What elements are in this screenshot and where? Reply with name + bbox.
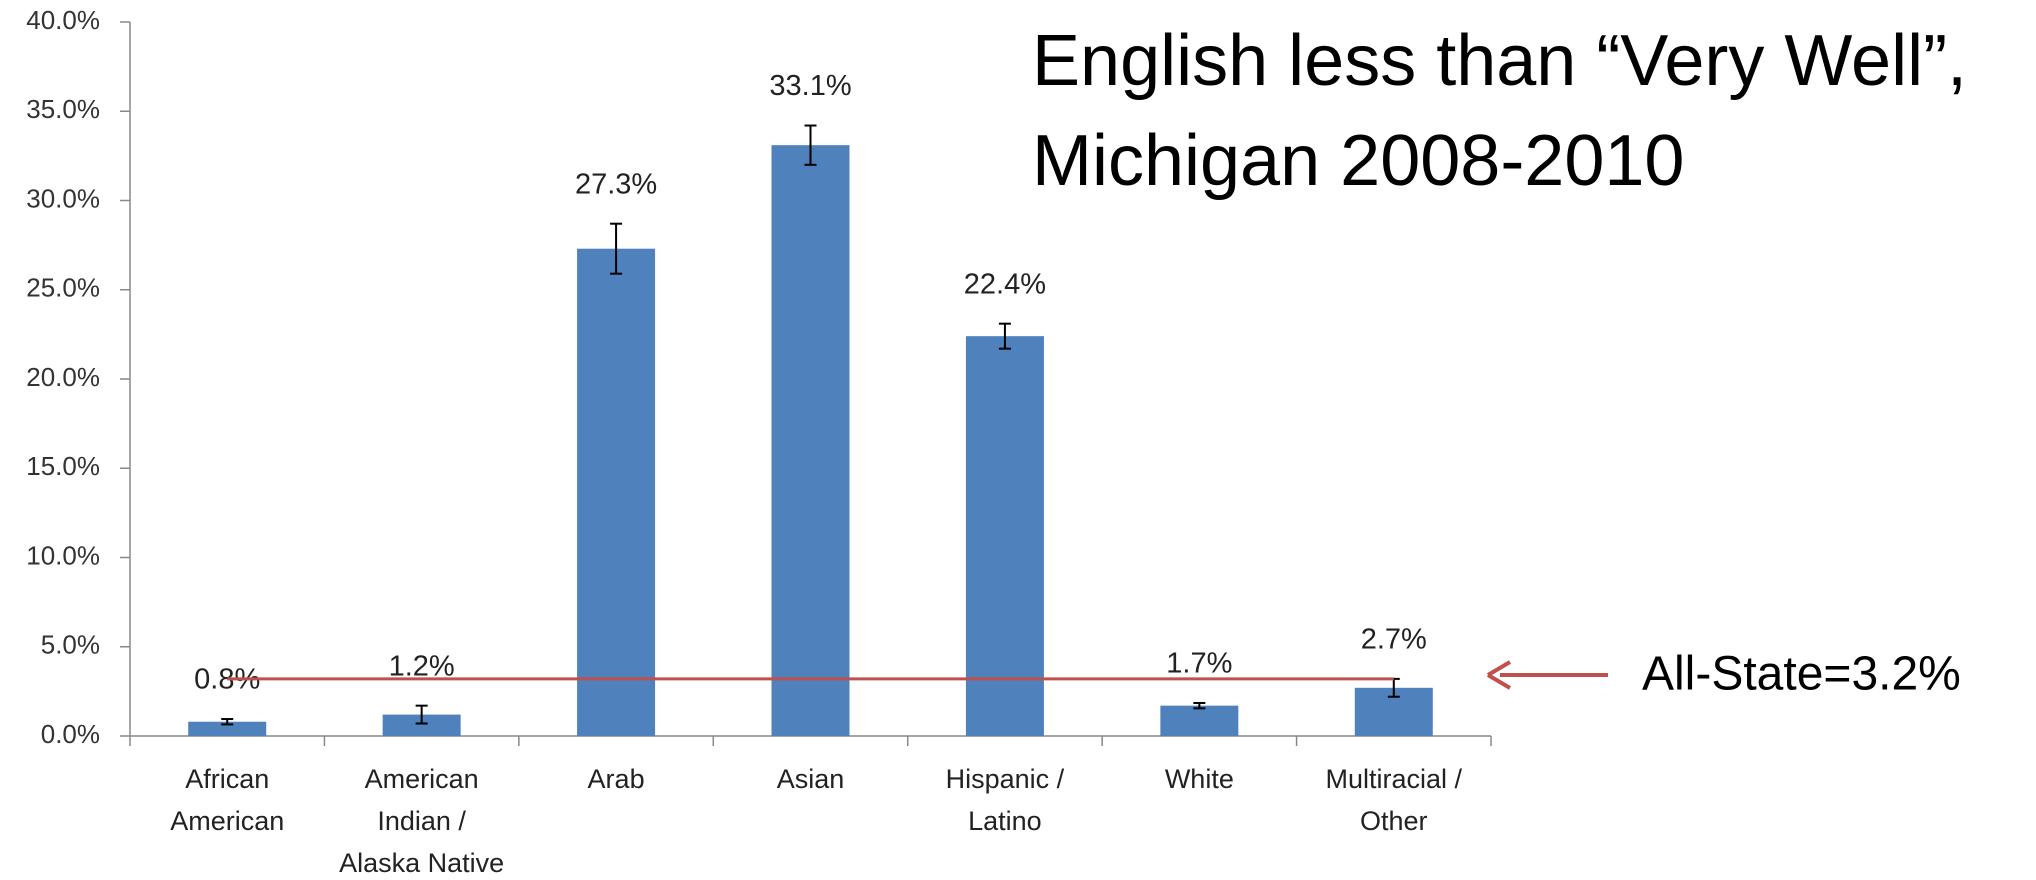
data-label: 22.4% [964,268,1046,300]
x-tick-label: American [170,806,284,836]
x-tick-label: Multiracial / [1326,764,1463,794]
error-bar [221,718,234,726]
bar [771,145,850,737]
x-tick-label: Indian / [377,806,466,836]
y-tick-label: 15.0% [26,451,100,481]
x-tick-label: Hispanic / [946,764,1065,794]
chart-title: English less than “Very Well”, [1032,21,1967,101]
data-label: 1.7% [1166,648,1232,680]
x-tick-label: Latino [968,806,1042,836]
bar [382,714,461,736]
bar [1160,705,1239,736]
annotation: All-State=3.2% [1642,648,1961,701]
y-tick-label: 5.0% [41,630,100,660]
chart-title: Michigan 2008-2010 [1032,121,1684,201]
error-bar [610,222,623,275]
arrow-head [1486,660,1512,690]
y-tick-label: 30.0% [26,183,100,213]
x-tick-label: African [185,764,269,794]
error-bar [998,322,1011,350]
data-label: 2.7% [1361,624,1427,656]
y-tick-label: 25.0% [26,273,100,303]
error-bar [804,124,817,166]
data-label: 33.1% [769,70,851,102]
x-tick-label: Other [1360,806,1428,836]
bar [965,336,1044,736]
x-tick-label: Asian [777,764,845,794]
error-bar [415,704,428,725]
x-tick-label: White [1165,764,1234,794]
data-label: 1.2% [389,650,455,682]
y-tick-label: 35.0% [26,94,100,124]
bar [188,721,267,736]
error-bar [1193,701,1206,710]
y-tick-label: 10.0% [26,540,100,570]
x-tick-label: American [365,764,479,794]
x-tick-label: Alaska Native [339,848,504,878]
y-tick-label: 0.0% [41,719,100,749]
data-label: 27.3% [575,168,657,200]
y-tick-label: 40.0% [26,5,100,35]
bar [577,248,656,736]
x-tick-label: Arab [588,764,645,794]
y-tick-label: 20.0% [26,362,100,392]
